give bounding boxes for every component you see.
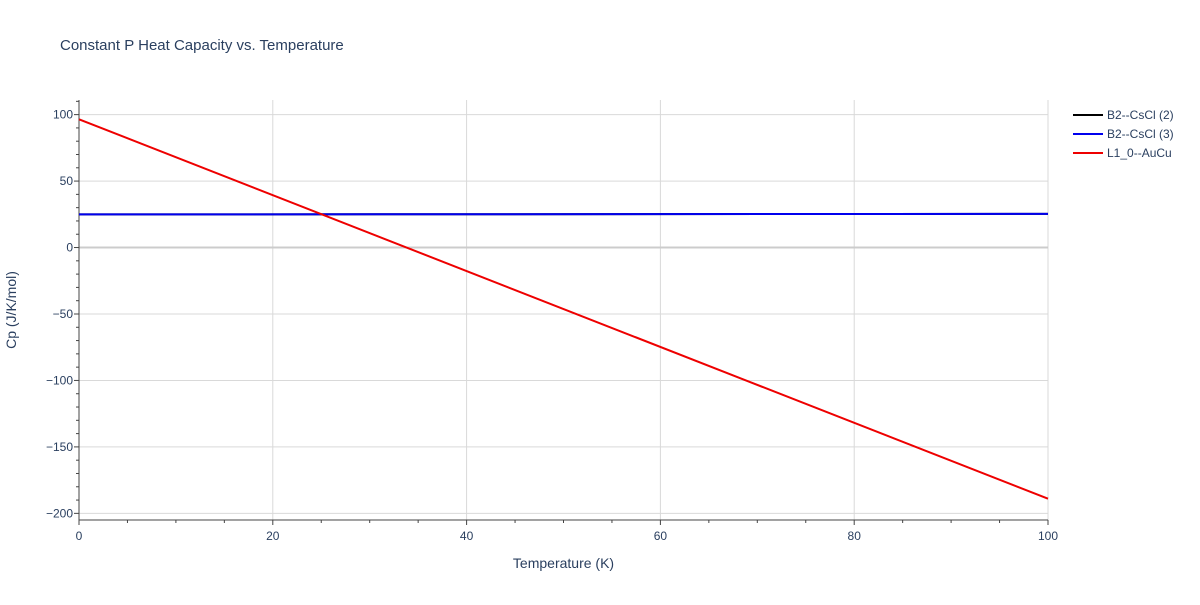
legend-label-b2-cscl-3: B2--CsCl (3) xyxy=(1107,127,1174,141)
series-line-b2-cscl-3 xyxy=(78,212,1049,216)
x-tick-label: 20 xyxy=(266,529,280,543)
legend: B2--CsCl (2) B2--CsCl (3) L1_0--AuCu xyxy=(1073,108,1174,160)
y-tick-label: −50 xyxy=(53,307,74,321)
series-layer xyxy=(78,118,1049,500)
x-tick-label: 60 xyxy=(654,529,668,543)
chart-title: Constant P Heat Capacity vs. Temperature xyxy=(60,37,344,54)
x-tick-label: 0 xyxy=(76,529,83,543)
y-tick-label: 0 xyxy=(66,241,73,255)
y-tick-label: −100 xyxy=(46,373,73,387)
y-tick-label: 100 xyxy=(53,108,73,122)
x-tick-label: 80 xyxy=(848,529,862,543)
y-tick-label: −200 xyxy=(46,506,73,520)
y-tick-label: 50 xyxy=(60,174,74,188)
grid-layer xyxy=(79,100,1049,520)
legend-label-l1-0-aucu: L1_0--AuCu xyxy=(1107,146,1172,160)
x-tick-label: 40 xyxy=(460,529,474,543)
legend-label-b2-cscl-2: B2--CsCl (2) xyxy=(1107,108,1174,122)
x-axis-title: Temperature (K) xyxy=(513,555,614,571)
axis-layer: 0 20 40 60 80 100 100 50 0 −50 −100 −150 −200 xyxy=(46,100,1058,543)
y-axis-title: Cp (J/K/mol) xyxy=(3,271,19,349)
series-line-l1-0-aucu xyxy=(78,118,1049,500)
y-tick-label: −150 xyxy=(46,440,73,454)
x-tick-label: 100 xyxy=(1038,529,1058,543)
